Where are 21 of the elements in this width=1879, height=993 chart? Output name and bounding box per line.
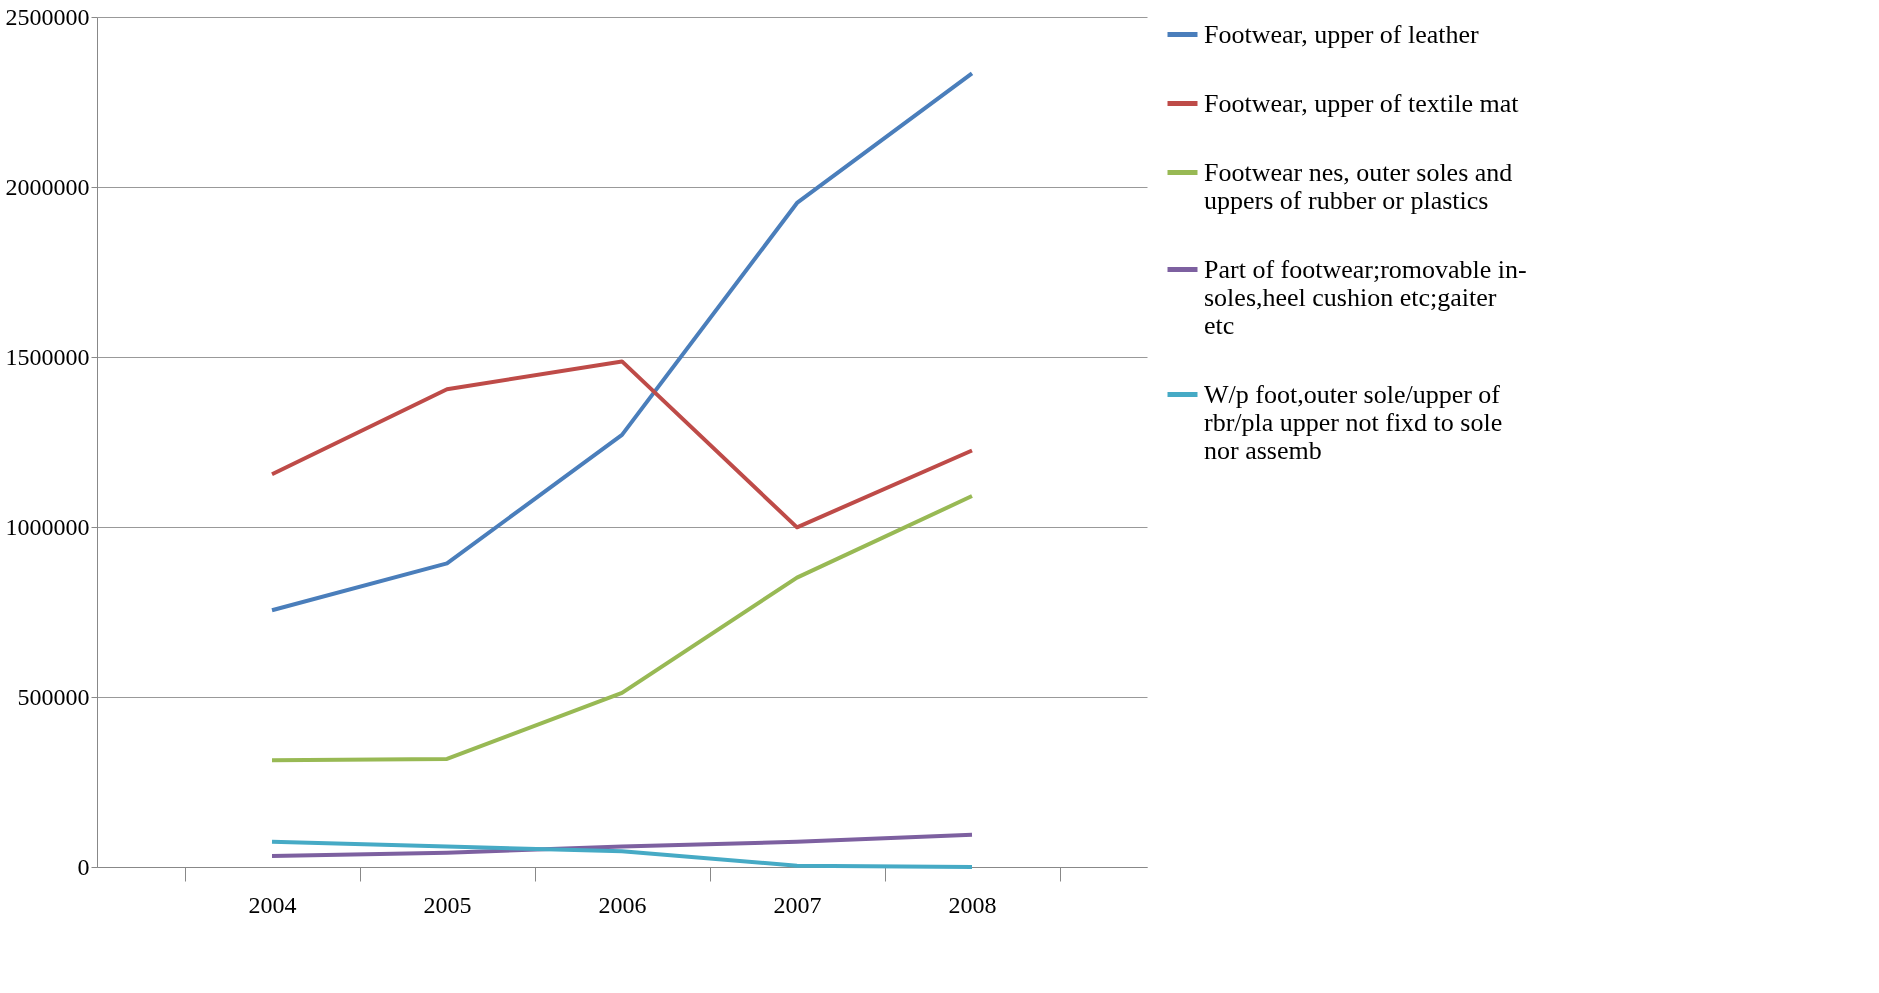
legend-label: Footwear, upper of leather — [1204, 19, 1480, 49]
line-series — [270, 839, 974, 869]
legend-label: Footwear nes, outer soles and uppers of rubber or plastics — [1204, 157, 1513, 215]
y-tick-label: 2000000 — [5, 173, 90, 200]
y-tick-label: 0 — [77, 853, 90, 880]
x-tick-label: 2008 — [948, 891, 997, 918]
line-series — [270, 359, 974, 530]
legend-label: Part of footwear;romovable in-soles,heel cushion etc;gaiter etc — [1204, 254, 1527, 340]
x-tick-label: 2007 — [773, 891, 822, 918]
line-series — [270, 832, 974, 859]
x-tick-label: 2005 — [423, 891, 472, 918]
line-series — [270, 494, 974, 763]
legend-label: Footwear, upper of textile mat — [1204, 88, 1520, 118]
legend-label: W/p foot,outer sole/upper of rbr/pla upper not fixd to sole nor assemb — [1204, 379, 1503, 465]
y-tick-label: 1000000 — [5, 513, 90, 540]
x-tick-label: 2006 — [598, 891, 647, 918]
y-tick-label: 500000 — [17, 683, 90, 710]
line-series — [270, 71, 974, 613]
y-tick-label: 1500000 — [5, 343, 90, 370]
x-tick-label: 2004 — [248, 891, 297, 918]
y-tick-label: 2500000 — [5, 3, 90, 30]
